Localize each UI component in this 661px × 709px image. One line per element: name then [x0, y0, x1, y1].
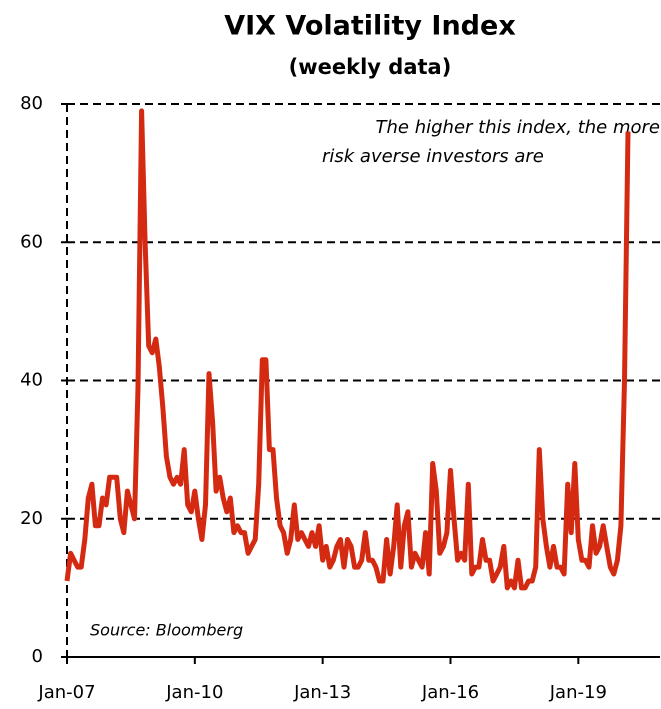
chart-title: VIX Volatility Index	[224, 11, 516, 42]
y-tick-label: 20	[20, 508, 43, 529]
x-tick-label: Jan-13	[293, 682, 351, 703]
y-tick-label: 40	[20, 370, 43, 391]
y-tick-label: 60	[20, 231, 43, 252]
chart-subtitle: (weekly data)	[289, 55, 452, 79]
x-tick-label: Jan-10	[165, 682, 223, 703]
x-tick-label: Jan-16	[421, 682, 479, 703]
data-line	[64, 108, 631, 591]
annotation: risk averse investors are	[322, 146, 544, 167]
x-tick-label: Jan-19	[549, 682, 607, 703]
y-tick-label: 0	[32, 646, 43, 667]
source-note: Source: Bloomberg	[90, 621, 243, 640]
x-tick-label: Jan-07	[37, 682, 95, 703]
annotation: The higher this index, the more	[376, 117, 661, 138]
y-tick-label: 80	[20, 93, 43, 114]
